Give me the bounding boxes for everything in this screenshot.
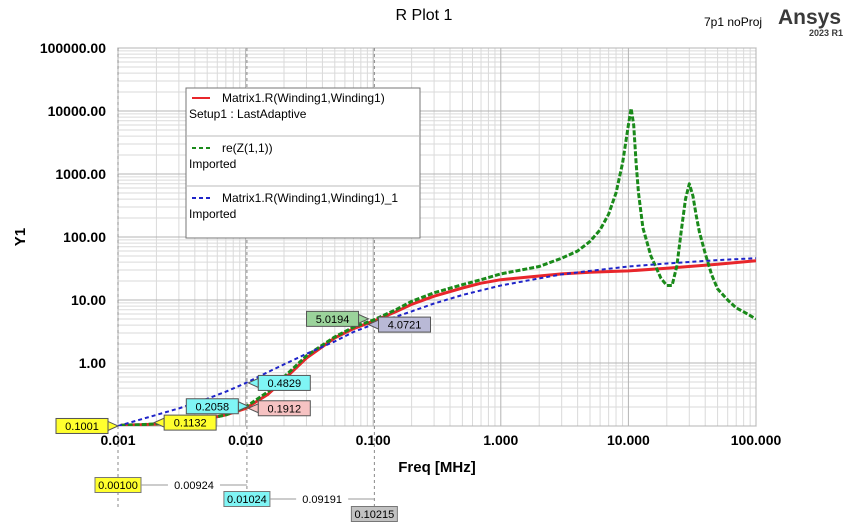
legend-series-1-name: Matrix1.R(Winding1,Winding1) — [222, 91, 385, 105]
marker-box[interactable] — [185, 398, 239, 415]
x-tick-label: 100.000 — [731, 432, 782, 448]
x-marker-delta: 0.00924 — [174, 480, 214, 492]
marker-value: 5.0194 — [316, 314, 350, 326]
brand-name: Ansys — [778, 6, 841, 29]
y-tick-label: 100.00 — [63, 229, 106, 245]
x-axis-label: Freq [MHz] — [398, 459, 476, 476]
legend-series-1-source: Setup1 : LastAdaptive — [189, 107, 307, 121]
marker-value: 0.2058 — [195, 401, 229, 413]
series-line-green — [120, 106, 756, 426]
marker-box[interactable] — [55, 417, 109, 434]
brand-release: 2023 R1 — [809, 28, 843, 38]
x-tick-label: 0.010 — [228, 432, 263, 448]
y-tick-label: 1.00 — [79, 355, 106, 371]
marker-lines — [117, 48, 375, 508]
x-marker-delta-bg — [167, 478, 220, 492]
x-marker-value: 0.01024 — [227, 494, 267, 506]
marker-box[interactable] — [163, 414, 217, 431]
legend-series-2-name: re(Z(1,1)) — [222, 141, 273, 155]
markers: 0.1001 0.1132 0.2058 0.1912 0.4829 5.0194 4.07… — [55, 310, 432, 434]
marker-value: 0.1001 — [65, 421, 99, 433]
x-tick-label: 10.000 — [607, 432, 650, 448]
x-tick-label: 0.100 — [356, 432, 391, 448]
marker-value: 0.1912 — [267, 403, 301, 415]
legend-box — [185, 87, 421, 239]
marker-box[interactable] — [306, 310, 360, 327]
legend-series-3-source: Imported — [189, 207, 236, 221]
x-markers: 0.00100 0.00924 0.01024 0.09191 0.10215 — [94, 477, 398, 522]
x-tick-label: 1.000 — [483, 432, 518, 448]
marker-box[interactable] — [257, 374, 311, 391]
marker-value: 0.4829 — [267, 378, 301, 390]
legend[interactable]: Matrix1.R(Winding1,Winding1) Setup1 : La… — [185, 87, 421, 239]
legend-series-3-name: Matrix1.R(Winding1,Winding1)_1 — [222, 191, 398, 205]
marker-value: 4.0721 — [388, 320, 422, 332]
y-axis-label: Y1 — [12, 228, 29, 246]
marker-pointer — [107, 420, 120, 432]
y-tick-label: 1000.00 — [55, 166, 106, 182]
project-name: 7p1 noProj — [704, 15, 762, 29]
x-marker-box[interactable] — [350, 506, 398, 522]
marker-value: 0.1132 — [174, 418, 207, 430]
x-axis-ticks: 0.001 0.010 0.100 1.000 10.000 100.000 — [100, 432, 781, 448]
y-tick-label: 10.00 — [71, 292, 106, 308]
marker-box[interactable] — [378, 316, 432, 333]
marker-box[interactable] — [257, 400, 311, 417]
x-marker-delta: 0.09191 — [302, 494, 342, 506]
chart-title: R Plot 1 — [396, 7, 453, 24]
x-marker-value: 0.10215 — [354, 509, 394, 521]
y-tick-label: 10000.00 — [48, 103, 107, 119]
x-marker-delta-bg — [296, 492, 349, 506]
y-tick-label: 100000.00 — [40, 40, 106, 56]
legend-series-2-source: Imported — [189, 157, 236, 171]
x-marker-value: 0.00100 — [98, 480, 138, 492]
y-axis-ticks: 100000.00 10000.00 1000.00 100.00 10.00 1.00 — [40, 40, 106, 371]
